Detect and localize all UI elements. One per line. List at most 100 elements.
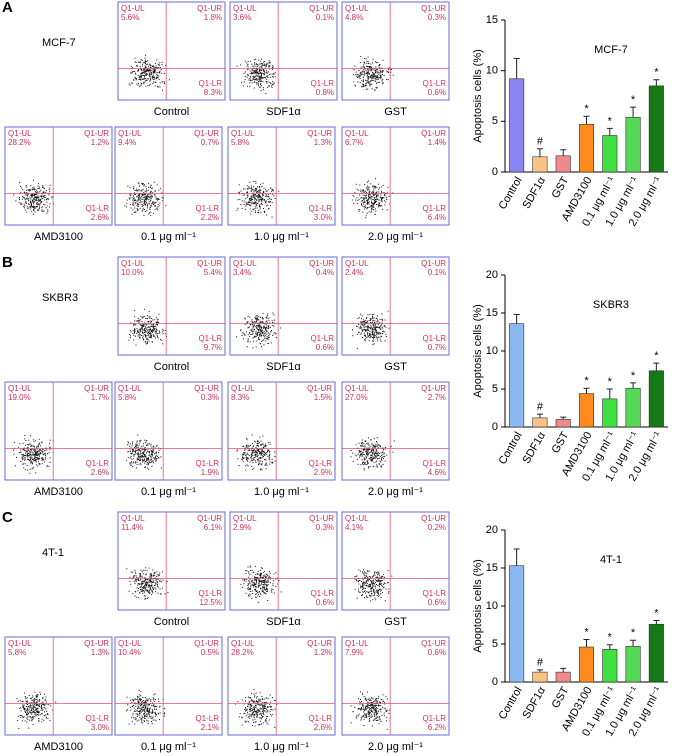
dot: [369, 67, 370, 68]
dot: [261, 452, 262, 453]
dot: [140, 458, 141, 459]
dot: [148, 581, 149, 582]
dot: [136, 577, 137, 578]
dot: [367, 89, 368, 90]
dot: [23, 206, 24, 207]
quadrant-value: 5.6%: [121, 13, 139, 22]
dot: [382, 79, 383, 80]
dot: [142, 577, 143, 578]
dot: [146, 199, 147, 200]
dot: [260, 581, 261, 582]
dot: [263, 183, 264, 184]
dot: [364, 597, 365, 598]
dot: [163, 330, 164, 331]
dot: [43, 211, 44, 212]
dot: [264, 459, 265, 460]
dot: [138, 209, 139, 210]
dot: [41, 708, 42, 709]
dot: [249, 450, 250, 451]
dot: [377, 458, 378, 459]
dot: [50, 203, 51, 204]
dot: [265, 65, 266, 66]
dot: [42, 185, 43, 186]
dot: [358, 464, 359, 465]
dot: [239, 199, 240, 200]
dot: [150, 460, 151, 461]
dot: [370, 459, 371, 460]
dot: [144, 459, 145, 460]
dot: [133, 577, 134, 578]
dot: [150, 329, 151, 330]
dot: [146, 716, 147, 717]
dot: [130, 450, 131, 451]
dot: [30, 209, 31, 210]
dot: [39, 699, 40, 700]
dot: [20, 717, 21, 718]
dot: [42, 463, 43, 464]
dot: [256, 331, 257, 332]
dot: [151, 699, 152, 700]
dot: [29, 695, 30, 696]
dot: [147, 451, 148, 452]
dot: [146, 440, 147, 441]
quadrant-value: 0.6%: [428, 598, 446, 607]
dot: [158, 67, 159, 68]
dot: [368, 181, 369, 182]
dot: [130, 584, 131, 585]
dot: [258, 594, 259, 595]
dot: [263, 584, 264, 585]
dot: [160, 82, 161, 83]
dot: [137, 71, 138, 72]
dot: [126, 203, 127, 204]
dot: [246, 438, 247, 439]
dot: [256, 205, 257, 206]
plot-label: AMD3100: [34, 231, 83, 243]
dot: [34, 207, 35, 208]
dot: [266, 205, 267, 206]
dot: [259, 67, 260, 68]
dot: [144, 78, 145, 79]
dot: [259, 77, 260, 78]
dot: [374, 573, 375, 574]
dot: [143, 215, 144, 216]
dot: [138, 583, 139, 584]
dot: [262, 63, 263, 64]
dot: [276, 337, 277, 338]
dot: [135, 583, 136, 584]
dot: [150, 200, 151, 201]
dot: [374, 335, 375, 336]
dot: [370, 86, 371, 87]
dot: [38, 210, 39, 211]
dot: [142, 79, 143, 80]
dot: [136, 201, 137, 202]
dot: [253, 333, 254, 334]
dot: [142, 206, 143, 207]
dot: [373, 75, 374, 76]
dot: [31, 204, 32, 205]
dot: [131, 331, 132, 332]
dot: [151, 574, 152, 575]
dot: [159, 331, 160, 332]
dot: [37, 454, 38, 455]
dot: [149, 208, 150, 209]
quadrant-name: Q1-LR: [85, 459, 109, 468]
dot: [139, 189, 140, 190]
flow-plot: Q1-UL4.8%Q1-UR0.3%Q1-LR0.6%: [342, 2, 449, 100]
dot: [382, 81, 383, 82]
dot: [155, 461, 156, 462]
dot: [150, 65, 151, 66]
dot: [258, 81, 259, 82]
dot: [383, 584, 384, 585]
dot: [155, 63, 156, 64]
dot: [367, 461, 368, 462]
dot: [44, 204, 45, 205]
dot: [249, 86, 250, 87]
dot: [371, 202, 372, 203]
quadrant-name: Q1-UL: [231, 384, 255, 393]
dot: [28, 713, 29, 714]
dot: [35, 710, 36, 711]
dot: [36, 206, 37, 207]
dot: [366, 318, 367, 319]
dot: [267, 465, 268, 466]
dot: [45, 714, 46, 715]
